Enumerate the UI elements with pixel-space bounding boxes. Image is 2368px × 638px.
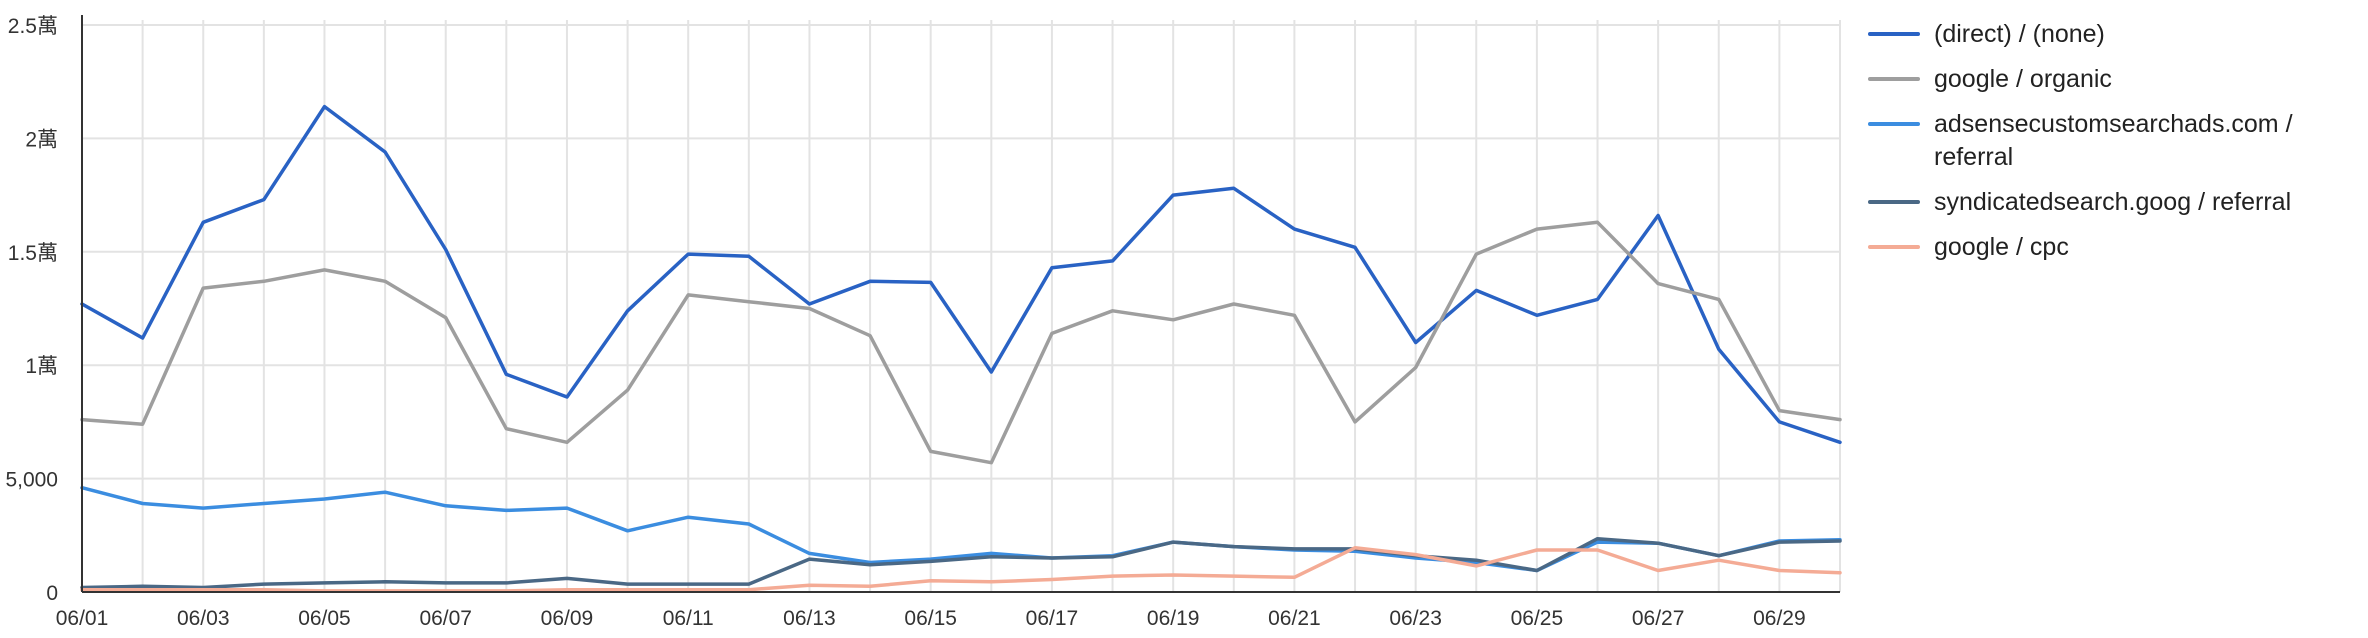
legend-item[interactable]: syndicatedsearch.goog / referral xyxy=(1868,186,2368,219)
y-tick-label: 2萬 xyxy=(25,128,58,151)
legend-item[interactable]: adsensecustomsearchads.com / referral xyxy=(1868,108,2368,174)
legend-item[interactable]: google / organic xyxy=(1868,63,2368,96)
x-tick-label: 06/03 xyxy=(177,607,230,630)
x-tick-label: 06/15 xyxy=(904,607,957,630)
y-tick-label: 1.5萬 xyxy=(8,242,58,265)
x-tick-label: 06/25 xyxy=(1511,607,1564,630)
legend-item[interactable]: google / cpc xyxy=(1868,231,2368,264)
x-tick-label: 06/01 xyxy=(56,607,109,630)
x-tick-label: 06/21 xyxy=(1268,607,1321,630)
legend-swatch xyxy=(1868,77,1920,81)
series-line-1 xyxy=(80,104,1842,445)
legend-label: google / organic xyxy=(1934,65,2112,93)
x-tick-label: 06/19 xyxy=(1147,607,1200,630)
series-line-5 xyxy=(80,546,1842,593)
y-tick-label: 5,000 xyxy=(5,469,58,492)
y-tick-label: 1萬 xyxy=(25,355,58,378)
x-tick-label: 06/23 xyxy=(1389,607,1442,630)
legend-label: adsensecustomsearchads.com / referral xyxy=(1934,110,2293,171)
chart-legend: (direct) / (none) google / organic adsense… xyxy=(1868,18,2368,276)
x-tick-label: 06/13 xyxy=(783,607,836,630)
legend-swatch xyxy=(1868,122,1920,126)
legend-label: syndicatedsearch.goog / referral xyxy=(1934,188,2292,216)
y-tick-label: 2.5萬 xyxy=(8,15,58,38)
series-line-4 xyxy=(80,536,1842,590)
x-tick-label: 06/05 xyxy=(298,607,351,630)
x-tick-label: 06/27 xyxy=(1632,607,1685,630)
chart-plot: 0 5,000 1萬 1.5萬 2萬 2.5萬 06/01 06/03 06/05 06/07 06… xyxy=(5,15,1842,630)
x-tick-label: 06/11 xyxy=(663,607,714,630)
legend-swatch xyxy=(1868,32,1920,36)
legend-label: (direct) / (none) xyxy=(1934,20,2105,48)
legend-item[interactable]: (direct) / (none) xyxy=(1868,18,2368,51)
legend-swatch xyxy=(1868,245,1920,249)
x-tick-label: 06/29 xyxy=(1753,607,1806,630)
legend-swatch xyxy=(1868,200,1920,204)
x-tick-label: 06/07 xyxy=(419,607,472,630)
legend-label: google / cpc xyxy=(1934,233,2069,261)
x-tick-label: 06/17 xyxy=(1026,607,1079,630)
series-line-2 xyxy=(80,220,1842,465)
x-tick-label: 06/09 xyxy=(541,607,594,630)
y-tick-label: 0 xyxy=(46,582,58,605)
